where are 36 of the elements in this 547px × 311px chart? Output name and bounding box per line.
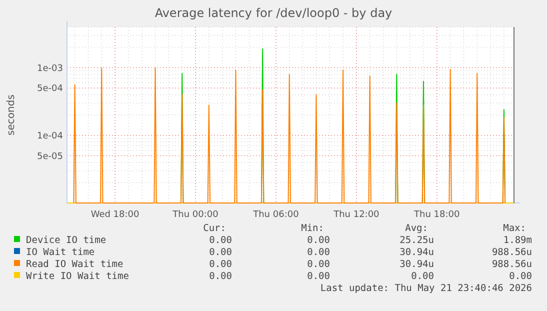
text: 988.56u	[492, 259, 532, 270]
text: 0.00	[509, 271, 532, 282]
text: Last update: Thu May 21 23:40:46 2026	[320, 283, 532, 294]
legend-label: Read IO Wait time	[26, 259, 124, 270]
text: 0.00	[209, 235, 232, 246]
x-tick-label: Thu 18:00	[413, 210, 460, 220]
text: 988.56u	[492, 247, 532, 258]
legend-label: Device IO time	[26, 235, 106, 246]
text: 0.00	[209, 247, 232, 258]
y-tick-label: 5e-05	[37, 152, 63, 162]
text: 0.00	[307, 271, 330, 282]
text: Min:	[301, 223, 324, 234]
text: 0.00	[307, 247, 330, 258]
text: 0.00	[411, 271, 434, 282]
x-tick-label: Thu 06:00	[252, 210, 300, 220]
y-axis-title: seconds	[6, 94, 17, 136]
text: Max:	[503, 223, 526, 234]
text: 0.00	[307, 235, 330, 246]
text: 25.25u	[400, 235, 434, 246]
text: 0.00	[209, 259, 232, 270]
x-tick-label: Wed 18:00	[90, 210, 140, 220]
text: 30.94u	[400, 259, 434, 270]
legend-label: IO Wait time	[26, 247, 95, 258]
text: 0.00	[307, 259, 330, 270]
text: 1.89m	[503, 235, 532, 246]
chart-title: Average latency for /dev/loop0 - by day	[154, 6, 392, 20]
text: Cur:	[203, 223, 226, 234]
x-tick-label: Thu 12:00	[332, 210, 380, 220]
legend-label: Write IO Wait time	[26, 271, 130, 282]
y-tick-label: 1e-03	[37, 64, 63, 74]
text: 0.00	[209, 271, 232, 282]
text: Avg:	[405, 223, 428, 234]
text: 30.94u	[400, 247, 434, 258]
x-tick-label: Thu 00:00	[172, 210, 219, 220]
y-tick-label: 5e-04	[37, 84, 64, 94]
y-tick-label: 1e-04	[37, 132, 64, 142]
